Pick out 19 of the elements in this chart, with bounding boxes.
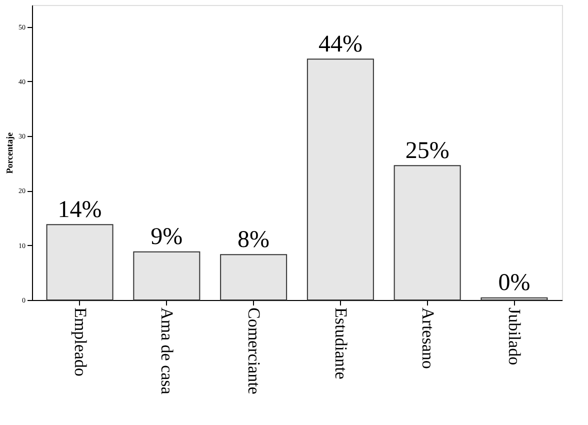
bar bbox=[133, 251, 200, 300]
data-label: 9% bbox=[150, 224, 183, 250]
x-tick-label: Jubilado bbox=[505, 308, 524, 366]
bar bbox=[306, 58, 374, 300]
data-label: 25% bbox=[405, 138, 450, 164]
data-label: 14% bbox=[58, 196, 102, 223]
bar bbox=[480, 297, 548, 300]
data-label: 8% bbox=[238, 226, 270, 253]
x-tick-label: Artesano bbox=[418, 308, 438, 369]
x-tick-label: Ama de casa bbox=[158, 308, 177, 395]
data-label: 44% bbox=[318, 31, 362, 58]
x-tick-label: Comerciante bbox=[244, 308, 264, 394]
x-tick-label: Empleado bbox=[70, 308, 90, 376]
x-tick-label: Estudiante bbox=[331, 308, 350, 380]
bar bbox=[46, 224, 114, 300]
bar bbox=[394, 165, 461, 300]
y-axis-title: Porcentaje bbox=[4, 132, 14, 174]
data-label: 0% bbox=[498, 270, 530, 296]
bar bbox=[220, 254, 288, 300]
